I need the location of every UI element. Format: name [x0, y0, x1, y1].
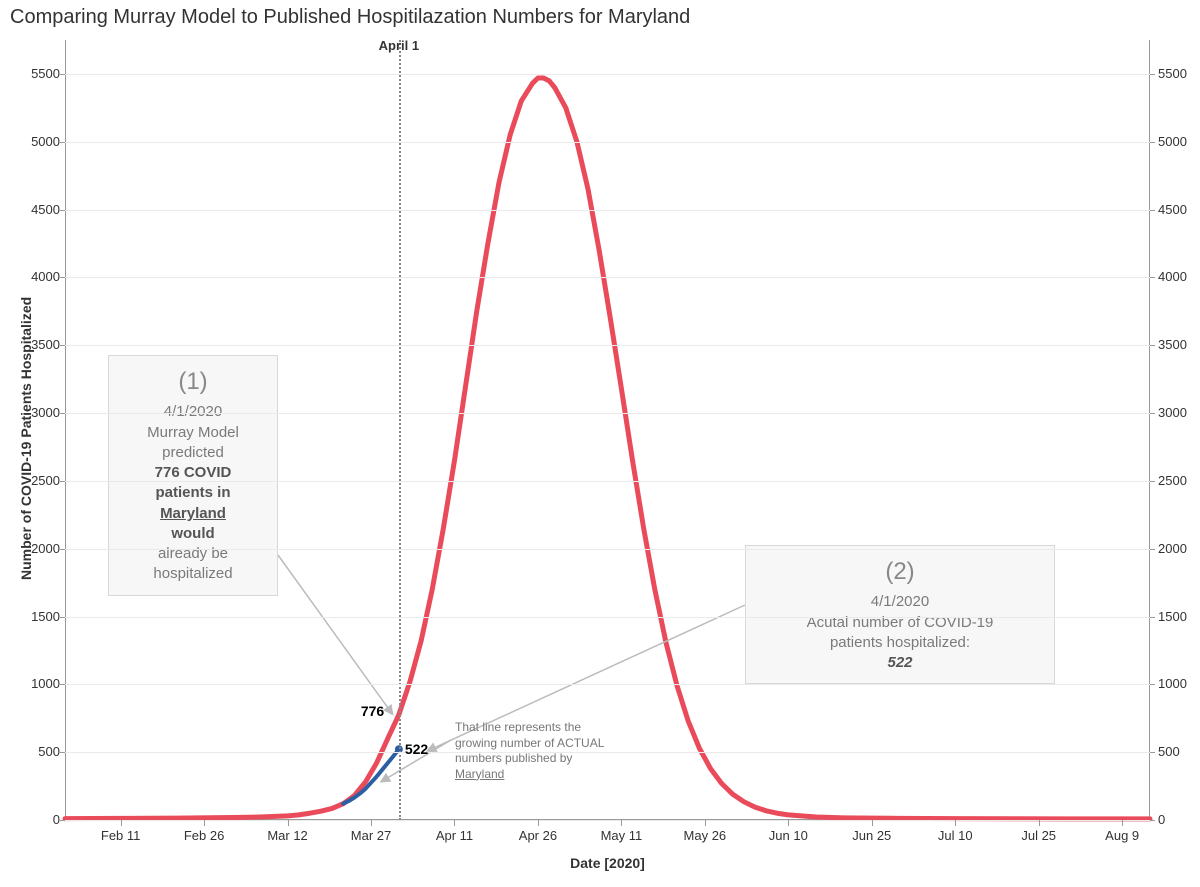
gridline — [65, 549, 1150, 550]
y-tick-right: 5000 — [1158, 134, 1200, 149]
gridline — [65, 481, 1150, 482]
y-tick-left: 1000 — [15, 676, 60, 691]
x-tick: May 11 — [591, 828, 651, 843]
annotation-1-underline: Maryland — [123, 504, 263, 524]
gridline — [65, 345, 1150, 346]
gridline — [65, 74, 1150, 75]
chart-container: Comparing Murray Model to Published Hosp… — [0, 0, 1200, 887]
y-tick-left: 1500 — [15, 609, 60, 624]
gridline — [65, 142, 1150, 143]
annotation-1-line: Murray Model — [123, 423, 263, 443]
y-tick-left: 5000 — [15, 134, 60, 149]
x-tick: Feb 11 — [91, 828, 151, 843]
x-tick: Jul 25 — [1009, 828, 1069, 843]
small-note-line: numbers published by — [455, 751, 604, 767]
small-note-line: That line represents the — [455, 720, 604, 736]
x-tick: May 26 — [675, 828, 735, 843]
annotation-1-number: (1) — [123, 366, 263, 398]
y-tick-right: 2500 — [1158, 473, 1200, 488]
annotation-box-2: (2) 4/1/2020 Acutal number of COVID-19 p… — [745, 545, 1055, 684]
y-tick-right: 4500 — [1158, 202, 1200, 217]
y-tick-left: 4500 — [15, 202, 60, 217]
x-tick: Feb 26 — [174, 828, 234, 843]
y-tick-right: 4000 — [1158, 269, 1200, 284]
gridline — [65, 820, 1150, 821]
y-tick-left: 500 — [15, 744, 60, 759]
x-tick: Jun 25 — [842, 828, 902, 843]
gridline — [65, 210, 1150, 211]
y-tick-right: 3500 — [1158, 337, 1200, 352]
x-tick: Jul 10 — [925, 828, 985, 843]
y-tick-right: 1000 — [1158, 676, 1200, 691]
gridline — [65, 277, 1150, 278]
gridline — [65, 413, 1150, 414]
y-tick-right: 0 — [1158, 812, 1200, 827]
gridline — [65, 752, 1150, 753]
x-tick: Mar 27 — [341, 828, 401, 843]
y-tick-left: 3000 — [15, 405, 60, 420]
annotation-2-number: (2) — [760, 556, 1040, 588]
y-tick-left: 3500 — [15, 337, 60, 352]
x-tick: Apr 11 — [424, 828, 484, 843]
annotation-2-line: 4/1/2020 — [760, 592, 1040, 612]
data-label: 522 — [405, 741, 428, 757]
reference-vline — [399, 40, 401, 820]
annotation-box-1: (1) 4/1/2020 Murray Model predicted 776 … — [108, 355, 278, 596]
x-tick: Apr 26 — [508, 828, 568, 843]
gridline — [65, 617, 1150, 618]
annotation-1-line: hospitalized — [123, 564, 263, 584]
annotation-1-line: would — [123, 524, 263, 544]
y-tick-right: 5500 — [1158, 66, 1200, 81]
x-tick: Mar 12 — [258, 828, 318, 843]
data-label: 776 — [361, 703, 384, 719]
y-tick-right: 500 — [1158, 744, 1200, 759]
annotation-1-line: already be — [123, 544, 263, 564]
annotation-1-line: predicted — [123, 443, 263, 463]
y-tick-right: 2000 — [1158, 541, 1200, 556]
reference-vline-label: April 1 — [349, 38, 449, 53]
y-tick-left: 2000 — [15, 541, 60, 556]
annotation-2-italic: 522 — [760, 653, 1040, 673]
y-tick-left: 2500 — [15, 473, 60, 488]
gridline — [65, 684, 1150, 685]
annotation-1-line: patients in — [123, 483, 263, 503]
y-tick-right: 1500 — [1158, 609, 1200, 624]
y-tick-left: 0 — [15, 812, 60, 827]
y-tick-right: 3000 — [1158, 405, 1200, 420]
annotation-2-line: patients hospitalized: — [760, 633, 1040, 653]
x-tick: Jun 10 — [758, 828, 818, 843]
y-tick-left: 5500 — [15, 66, 60, 81]
small-note-line: growing number of ACTUAL — [455, 736, 604, 752]
x-tick: Aug 9 — [1092, 828, 1152, 843]
y-tick-left: 4000 — [15, 269, 60, 284]
small-note-underline: Maryland — [455, 767, 604, 783]
